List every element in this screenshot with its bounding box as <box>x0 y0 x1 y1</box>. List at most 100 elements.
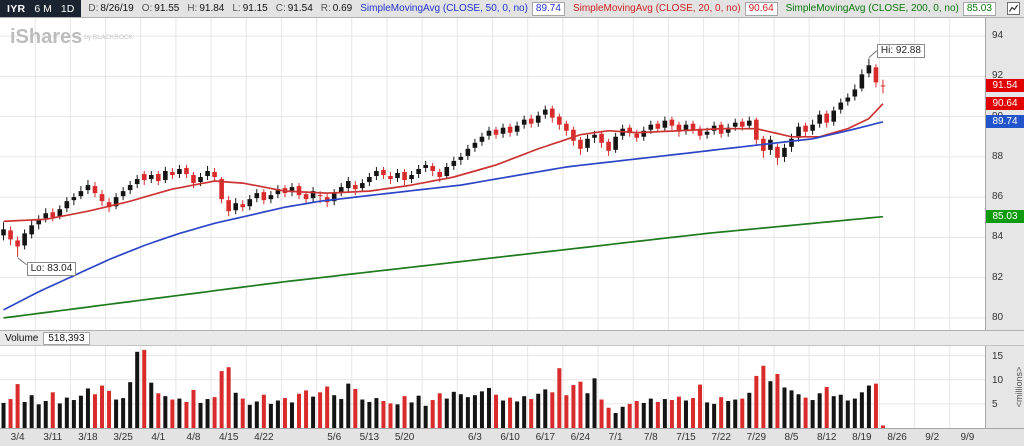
volume-bar <box>268 403 273 428</box>
candle-body <box>36 219 41 225</box>
volume-bar <box>592 378 597 428</box>
volume-bar <box>641 402 646 428</box>
candle-body <box>655 123 661 129</box>
volume-bar <box>43 400 48 428</box>
volume-bar <box>191 389 196 428</box>
candle-body <box>606 141 611 151</box>
candle-body <box>739 121 745 127</box>
volume-bar <box>8 399 13 428</box>
date-label: 9/2 <box>925 432 940 443</box>
volume-bar <box>606 407 611 428</box>
volume-bar <box>451 391 456 428</box>
candle-body <box>43 213 49 219</box>
volume-bar <box>1 402 6 428</box>
candle-body <box>409 175 414 180</box>
symbol-box[interactable]: IYR 6 M 1D <box>0 0 82 17</box>
volume-tick-label: 5 <box>992 398 998 410</box>
date-label: 7/22 <box>711 432 731 443</box>
volume-bar <box>655 401 660 428</box>
sma200-indicator[interactable]: SimpleMovingAvg (CLOSE, 200, 0, no) 85.0… <box>786 1 996 16</box>
volume-bar <box>585 393 590 428</box>
candle-body <box>542 109 548 115</box>
sma200-line <box>3 215 884 319</box>
candle-body <box>71 197 77 201</box>
volume-bar <box>522 396 527 428</box>
symbol-label: IYR <box>7 2 26 15</box>
volume-bar <box>444 398 449 428</box>
candle-body <box>775 146 780 158</box>
volume-bar <box>163 396 168 428</box>
volume-bar <box>304 390 309 428</box>
volume-bar <box>177 398 182 428</box>
date-label: 7/8 <box>643 432 658 443</box>
candle-body <box>177 168 182 174</box>
volume-chart[interactable] <box>0 346 985 428</box>
date-label: 9/9 <box>960 432 975 443</box>
candle-body <box>803 125 808 132</box>
volume-bar <box>85 388 90 428</box>
candle-body <box>535 115 541 123</box>
candle-body <box>627 127 632 133</box>
price-chart[interactable] <box>0 18 985 330</box>
candle-body <box>521 119 527 125</box>
candle-body <box>528 118 534 124</box>
candle-body <box>676 124 682 132</box>
date-axis[interactable]: 3/4 3/11 3/18 3/25 4/1 4/8 4/15 4/22 5/6 5/13 5/20… <box>0 428 1024 446</box>
volume-bar <box>57 403 62 428</box>
volume-bar <box>247 404 252 428</box>
volume-bar <box>128 382 133 428</box>
date-label: 7/15 <box>676 432 696 443</box>
candle-body <box>683 124 689 131</box>
volume-bar <box>691 398 696 428</box>
sma50-indicator[interactable]: SimpleMovingAvg (CLOSE, 50, 0, no) 89.74 <box>360 1 565 16</box>
volume-bar <box>149 382 154 428</box>
volume-bar <box>803 397 808 428</box>
candle-body <box>219 179 224 200</box>
chart-options-icon[interactable] <box>1006 1 1021 16</box>
candle-body <box>500 127 506 134</box>
low-annotation: Lo: 83.04 <box>26 261 77 276</box>
volume-bar <box>775 373 780 428</box>
candle-body <box>381 169 386 176</box>
candle-body <box>486 130 492 136</box>
candle-body <box>831 110 837 122</box>
candle-body <box>8 230 13 240</box>
candle-body <box>585 138 590 148</box>
sma20-indicator[interactable]: SimpleMovingAvg (CLOSE, 20, 0, no) 90.64 <box>573 1 778 16</box>
candle-body <box>444 166 450 177</box>
close-field: C: 91.54 <box>275 3 313 14</box>
candle-body <box>275 189 281 195</box>
volume-bar <box>726 400 731 428</box>
volume-bar <box>388 403 393 428</box>
volume-pane: <millions> 15 10 5 <box>0 346 1024 428</box>
volume-bar <box>402 396 407 428</box>
volume-bar <box>395 404 400 428</box>
volume-bar <box>198 402 203 428</box>
price-tag: 89.74 <box>986 114 1024 128</box>
candle-body <box>191 175 196 184</box>
range-field: R: 0.69 <box>320 3 353 14</box>
candle-body <box>198 177 203 183</box>
price-tag: 91.54 <box>986 78 1024 92</box>
volume-bar <box>78 395 83 428</box>
volume-bar <box>311 396 316 428</box>
candle-body <box>254 193 260 199</box>
candle-body <box>148 175 154 180</box>
volume-bar <box>683 400 688 428</box>
candle-body <box>732 122 738 127</box>
volume-bar <box>564 395 569 428</box>
volume-bar <box>219 371 224 428</box>
volume-bar <box>212 397 217 428</box>
candle-body <box>134 179 140 185</box>
candle-body <box>22 233 27 246</box>
candle-body <box>141 174 147 181</box>
volume-indicator-header[interactable]: Volume 518,393 <box>0 330 1024 346</box>
volume-label: Volume <box>5 332 39 344</box>
chart-header: IYR 6 M 1D D: 8/26/19 O: 91.55 H: 91.84 L: 9… <box>0 0 1024 18</box>
candle-body <box>690 123 696 130</box>
candle-body <box>754 119 759 140</box>
candle-body <box>852 89 858 97</box>
volume-bar <box>740 398 745 428</box>
volume-bar <box>571 385 576 428</box>
